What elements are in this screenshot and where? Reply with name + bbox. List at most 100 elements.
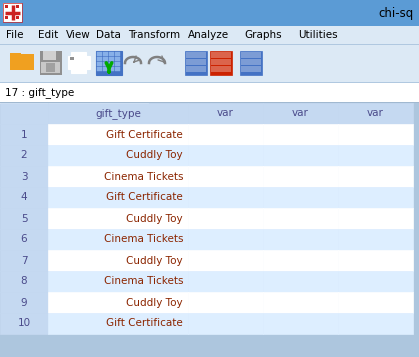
Text: 8: 8 — [21, 277, 27, 287]
Bar — [103, 57, 108, 61]
Bar — [48, 250, 188, 271]
Bar — [188, 271, 263, 292]
Bar — [0, 145, 48, 166]
Bar — [0, 271, 48, 292]
Bar — [46, 63, 55, 72]
Text: chi-sq: chi-sq — [379, 6, 414, 20]
Bar — [103, 67, 108, 71]
Bar — [96, 51, 122, 75]
Bar — [3, 3, 22, 22]
Text: 9: 9 — [21, 297, 27, 307]
Bar — [0, 124, 48, 145]
Text: Edit: Edit — [38, 30, 58, 40]
Text: 3: 3 — [21, 171, 27, 181]
Bar — [0, 250, 48, 271]
Bar — [186, 52, 206, 58]
Bar — [48, 145, 188, 166]
Text: Cinema Tickets: Cinema Tickets — [103, 235, 183, 245]
Bar — [241, 52, 261, 58]
Bar — [186, 66, 206, 72]
Bar — [263, 145, 338, 166]
Bar — [48, 292, 188, 313]
Bar — [338, 313, 413, 334]
Bar — [115, 67, 120, 71]
Bar — [210, 51, 232, 75]
Text: 1: 1 — [21, 130, 27, 140]
Bar — [97, 62, 102, 66]
Bar — [0, 292, 48, 313]
Bar — [338, 271, 413, 292]
Text: Data: Data — [96, 30, 121, 40]
Bar — [338, 145, 413, 166]
Bar — [188, 103, 263, 124]
Bar — [3, 3, 22, 22]
Bar — [263, 208, 338, 229]
Text: 7: 7 — [21, 256, 27, 266]
Bar — [188, 292, 263, 313]
Bar — [0, 166, 48, 187]
Bar — [0, 83, 148, 103]
Bar — [109, 67, 114, 71]
Bar — [188, 187, 263, 208]
Bar — [43, 51, 56, 60]
Bar — [41, 62, 60, 73]
Bar — [10, 53, 34, 70]
Bar — [48, 187, 188, 208]
Text: Gift Certificate: Gift Certificate — [106, 192, 183, 202]
Bar — [240, 51, 262, 75]
Bar — [188, 145, 263, 166]
Bar — [0, 0, 419, 26]
Text: Gift Certificate: Gift Certificate — [106, 130, 183, 140]
Text: Transform: Transform — [128, 30, 180, 40]
Bar — [188, 229, 263, 250]
Text: Gift Certificate: Gift Certificate — [106, 318, 183, 328]
Bar — [103, 62, 108, 66]
Bar — [263, 166, 338, 187]
Bar — [0, 102, 419, 103]
Bar — [263, 187, 338, 208]
Bar — [115, 57, 120, 61]
Bar — [211, 52, 231, 58]
Text: 17 : gift_type: 17 : gift_type — [5, 87, 74, 99]
Text: Cuddly Toy: Cuddly Toy — [127, 297, 183, 307]
Text: 5: 5 — [21, 213, 27, 223]
Bar — [0, 45, 419, 83]
Bar — [263, 250, 338, 271]
Text: Cuddly Toy: Cuddly Toy — [127, 213, 183, 223]
Text: Utilities: Utilities — [298, 30, 338, 40]
Text: var: var — [367, 109, 384, 119]
Bar — [338, 166, 413, 187]
Bar — [241, 66, 261, 72]
Bar — [97, 57, 102, 61]
Bar — [5, 5, 8, 8]
Text: File: File — [6, 30, 23, 40]
Bar — [0, 82, 419, 83]
Bar — [70, 57, 74, 60]
Bar — [48, 166, 188, 187]
Bar — [0, 187, 48, 208]
Bar — [0, 103, 48, 124]
Text: 10: 10 — [18, 318, 31, 328]
Bar — [48, 103, 188, 124]
Bar — [10, 53, 21, 58]
Bar — [0, 44, 419, 45]
Bar — [109, 57, 114, 61]
Bar — [263, 124, 338, 145]
Bar — [186, 59, 206, 65]
Text: 6: 6 — [21, 235, 27, 245]
Bar — [48, 229, 188, 250]
Bar — [241, 59, 261, 65]
Bar — [48, 124, 188, 145]
Bar — [71, 52, 86, 60]
Bar — [115, 62, 120, 66]
Bar — [97, 52, 102, 56]
Bar — [71, 65, 86, 73]
Bar — [97, 67, 102, 71]
Bar — [115, 52, 120, 56]
Bar — [40, 51, 62, 75]
Bar — [211, 66, 231, 72]
Text: 2: 2 — [21, 151, 27, 161]
Bar — [338, 292, 413, 313]
Bar — [338, 208, 413, 229]
Text: Analyze: Analyze — [188, 30, 229, 40]
